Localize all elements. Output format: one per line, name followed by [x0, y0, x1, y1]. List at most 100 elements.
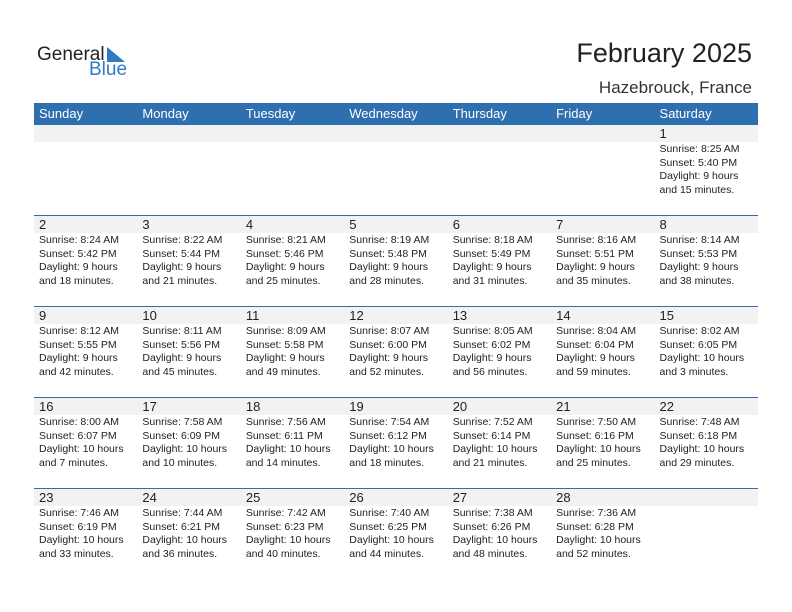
daylight2-text: and 18 minutes. [349, 456, 424, 469]
daylight1-text: Daylight: 9 hours [142, 261, 222, 273]
day-number: 17 [137, 398, 241, 415]
daylight1-text: Daylight: 9 hours [39, 352, 118, 364]
weekday-tuesday: Tuesday [245, 106, 296, 121]
weekday-thursday: Thursday [452, 106, 507, 121]
day-cell: 28 Sunrise: 7:36 AM Sunset: 6:28 PM Dayligh… [551, 489, 655, 579]
day-number: 13 [447, 307, 552, 324]
weekday-wednesday: Wednesday [349, 106, 418, 121]
daylight1-text: Daylight: 10 hours [349, 443, 434, 455]
sunrise-text: Sunrise: 8:05 AM [452, 325, 533, 337]
week-row: 2 Sunrise: 8:24 AM Sunset: 5:42 PM Daylight… [34, 215, 758, 306]
daylight1-text: Daylight: 10 hours [452, 443, 538, 455]
daylight2-text: and 56 minutes. [452, 365, 528, 378]
sunset-text: Sunset: 6:05 PM [659, 338, 738, 351]
daylight1-text: Daylight: 10 hours [142, 534, 228, 546]
sunset-text: Sunset: 6:28 PM [556, 520, 634, 533]
daylight2-text: and 14 minutes. [245, 456, 321, 469]
sunset-text: Sunset: 5:58 PM [245, 338, 324, 351]
day-info: Sunrise: 7:36 AM Sunset: 6:28 PM Daylight:… [551, 506, 654, 561]
day-cell: 12 Sunrise: 8:07 AM Sunset: 6:00 PM Dayligh… [344, 307, 448, 397]
day-info: Sunrise: 8:12 AM Sunset: 5:55 PM Daylight:… [34, 324, 137, 379]
day-number: 26 [344, 489, 448, 506]
day-info: Sunrise: 8:22 AM Sunset: 5:44 PM Daylight:… [137, 233, 240, 288]
daylight2-text: and 29 minutes. [659, 456, 735, 469]
daylight2-text: and 10 minutes. [142, 456, 218, 469]
day-number: 23 [34, 489, 138, 506]
sunrise-text: Sunrise: 7:54 AM [349, 416, 430, 428]
weekday-saturday: Saturday [659, 106, 712, 121]
day-info: Sunrise: 8:04 AM Sunset: 6:04 PM Daylight:… [551, 324, 654, 379]
sunrise-text: Sunrise: 7:58 AM [142, 416, 223, 428]
day-info: Sunrise: 7:56 AM Sunset: 6:11 PM Daylight:… [241, 415, 344, 470]
day-cell: 17 Sunrise: 7:58 AM Sunset: 6:09 PM Dayligh… [137, 398, 241, 488]
day-cell: 18 Sunrise: 7:56 AM Sunset: 6:11 PM Dayligh… [240, 398, 345, 488]
day-info: Sunrise: 7:38 AM Sunset: 6:26 PM Daylight:… [448, 506, 551, 561]
day-number: 11 [240, 307, 345, 324]
day-info: Sunrise: 8:19 AM Sunset: 5:48 PM Daylight:… [344, 233, 447, 288]
sunrise-text: Sunrise: 7:40 AM [349, 507, 430, 519]
daylight2-text: and 44 minutes. [349, 547, 424, 560]
daylight2-text: and 28 minutes. [349, 274, 424, 287]
day-info: Sunrise: 7:50 AM Sunset: 6:16 PM Daylight:… [551, 415, 654, 470]
day-cell: 16 Sunrise: 8:00 AM Sunset: 6:07 PM Dayligh… [34, 398, 138, 488]
daylight1-text: Daylight: 9 hours [349, 352, 429, 364]
daylight1-text: Daylight: 10 hours [556, 443, 641, 455]
sunset-text: Sunset: 5:40 PM [659, 156, 738, 169]
weekday-sunday: Sunday [39, 106, 84, 121]
sunset-text: Sunset: 6:16 PM [556, 429, 634, 442]
logo-text-blue: Blue [89, 59, 128, 80]
day-info: Sunrise: 8:00 AM Sunset: 6:07 PM Daylight:… [34, 415, 137, 470]
sunset-text: Sunset: 6:00 PM [349, 338, 427, 351]
day-number: 12 [344, 307, 448, 324]
daylight1-text: Daylight: 9 hours [245, 261, 325, 273]
day-cell: 27 Sunrise: 7:38 AM Sunset: 6:26 PM Dayligh… [447, 489, 552, 579]
day-info: Sunrise: 8:07 AM Sunset: 6:00 PM Daylight:… [344, 324, 447, 379]
day-cell: 21 Sunrise: 7:50 AM Sunset: 6:16 PM Dayligh… [551, 398, 655, 488]
empty-cell [447, 125, 552, 215]
day-info: Sunrise: 7:46 AM Sunset: 6:19 PM Daylight:… [34, 506, 137, 561]
sunset-text: Sunset: 6:09 PM [142, 429, 221, 442]
sunrise-text: Sunrise: 8:22 AM [142, 234, 223, 246]
day-number [137, 125, 241, 142]
day-info: Sunrise: 8:11 AM Sunset: 5:56 PM Daylight:… [137, 324, 240, 379]
daylight2-text: and 33 minutes. [39, 547, 114, 560]
day-number: 14 [551, 307, 655, 324]
day-cell: 26 Sunrise: 7:40 AM Sunset: 6:25 PM Dayligh… [344, 489, 448, 579]
sunset-text: Sunset: 6:21 PM [142, 520, 221, 533]
sunrise-text: Sunrise: 8:24 AM [39, 234, 119, 246]
sunrise-text: Sunrise: 8:04 AM [556, 325, 637, 337]
sunset-text: Sunset: 6:26 PM [452, 520, 531, 533]
sunset-text: Sunset: 6:12 PM [349, 429, 427, 442]
day-number: 20 [447, 398, 552, 415]
day-number: 10 [137, 307, 241, 324]
sunset-text: Sunset: 6:25 PM [349, 520, 427, 533]
day-info: Sunrise: 8:14 AM Sunset: 5:53 PM Daylight:… [655, 233, 758, 288]
sunset-text: Sunset: 5:51 PM [556, 247, 634, 260]
daylight1-text: Daylight: 9 hours [659, 261, 739, 273]
daylight1-text: Daylight: 9 hours [452, 352, 532, 364]
day-number: 9 [34, 307, 138, 324]
daylight1-text: Daylight: 10 hours [142, 443, 228, 455]
sunset-text: Sunset: 6:02 PM [452, 338, 531, 351]
day-cell: 25 Sunrise: 7:42 AM Sunset: 6:23 PM Dayligh… [240, 489, 345, 579]
logo-triangle-icon [107, 47, 125, 62]
day-number: 22 [654, 398, 758, 415]
sunset-text: Sunset: 5:49 PM [452, 247, 531, 260]
sunrise-text: Sunrise: 7:46 AM [39, 507, 119, 519]
daylight1-text: Daylight: 9 hours [349, 261, 429, 273]
sunset-text: Sunset: 5:56 PM [142, 338, 221, 351]
empty-cell [137, 125, 241, 215]
sunset-text: Sunset: 5:55 PM [39, 338, 117, 351]
day-cell: 9 Sunrise: 8:12 AM Sunset: 5:55 PM Daylight… [34, 307, 138, 397]
sunrise-text: Sunrise: 8:11 AM [142, 325, 222, 337]
location: Hazebrouck, France [598, 78, 752, 97]
day-cell: 2 Sunrise: 8:24 AM Sunset: 5:42 PM Daylight… [34, 216, 138, 306]
sunrise-text: Sunrise: 8:19 AM [349, 234, 430, 246]
day-info: Sunrise: 7:40 AM Sunset: 6:25 PM Daylight:… [344, 506, 447, 561]
sunrise-text: Sunrise: 7:36 AM [556, 507, 637, 519]
day-number [34, 125, 138, 142]
sunrise-text: Sunrise: 7:44 AM [142, 507, 223, 519]
daylight2-text: and 21 minutes. [452, 456, 528, 469]
day-cell: 5 Sunrise: 8:19 AM Sunset: 5:48 PM Daylight… [344, 216, 448, 306]
sunrise-text: Sunrise: 8:14 AM [659, 234, 740, 246]
